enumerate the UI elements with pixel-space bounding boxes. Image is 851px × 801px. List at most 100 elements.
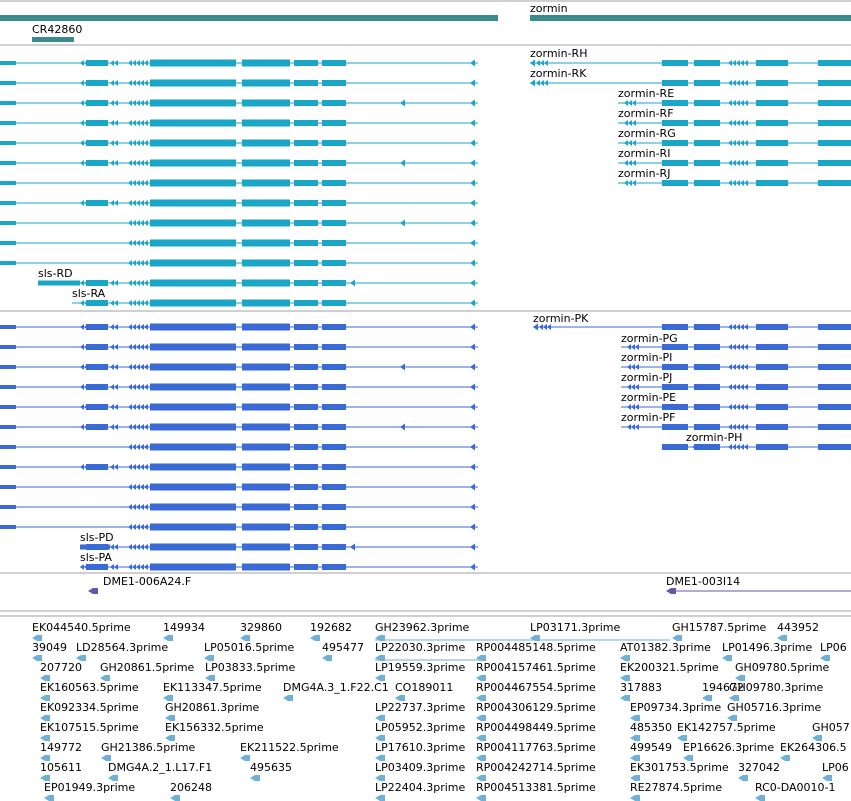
est-alignment-marker[interactable] (165, 735, 175, 741)
protein-label-zormin-pi[interactable]: zormin-PI (621, 351, 672, 364)
gene-model[interactable] (0, 219, 478, 227)
sls-gene-bar[interactable] (0, 15, 498, 21)
est-alignment-marker[interactable] (375, 715, 385, 721)
est-alignment-marker[interactable] (677, 735, 687, 741)
gene-model[interactable] (0, 119, 478, 127)
gene-model[interactable] (72, 299, 478, 307)
est-label[interactable]: LP19559.3prime (375, 661, 466, 674)
est-alignment-marker[interactable] (100, 675, 110, 681)
est-alignment-marker[interactable] (672, 635, 682, 641)
gene-model[interactable] (0, 59, 478, 67)
protein-label-sls-pd[interactable]: sls-PD (80, 531, 114, 544)
est-alignment-marker[interactable] (375, 735, 385, 741)
est-label[interactable]: EP09734.3prime (630, 701, 721, 714)
est-label[interactable]: DMG4A.3_1.F22.C1 (283, 681, 389, 694)
gene-model[interactable] (618, 160, 851, 166)
est-alignment-marker[interactable] (620, 675, 630, 681)
est-alignment-marker[interactable] (620, 695, 630, 701)
est-alignment-marker[interactable] (780, 755, 790, 761)
est-alignment-marker[interactable] (476, 775, 486, 781)
protein-label-zormin-pf[interactable]: zormin-PF (621, 411, 676, 424)
transcript-label-zormin-ri[interactable]: zormin-RI (618, 147, 670, 160)
protein-label-zormin-pg[interactable]: zormin-PG (621, 332, 678, 345)
gene-model[interactable] (0, 259, 478, 267)
est-alignment-marker[interactable] (44, 795, 54, 801)
est-label[interactable]: LP22030.3prime (375, 641, 466, 654)
gene-model[interactable] (0, 239, 478, 247)
est-label[interactable]: 149772 (40, 741, 82, 754)
transcript-label-zormin-rk[interactable]: zormin-RK (530, 67, 587, 80)
est-label[interactable]: 207720 (40, 661, 82, 674)
est-label[interactable]: RP004485148.5prime (476, 641, 596, 654)
est-label[interactable]: EK200321.5prime (620, 661, 719, 674)
est-alignment-marker[interactable] (310, 635, 320, 641)
gene-model[interactable] (0, 463, 478, 471)
zormin-gene-label[interactable]: zormin (530, 2, 568, 15)
est-label[interactable]: 192682 (310, 621, 352, 634)
est-label[interactable]: LP22404.3prime (375, 781, 466, 794)
gene-model[interactable] (80, 543, 478, 551)
protein-label-zormin-ph[interactable]: zormin-PH (686, 431, 742, 444)
gene-model[interactable] (533, 323, 851, 331)
est-label[interactable]: EP01949.3prime (44, 781, 135, 794)
est-label[interactable]: GH21386.5prime (101, 741, 196, 754)
est-alignment-marker[interactable] (476, 715, 486, 721)
protein-label-zormin-pj[interactable]: zormin-PJ (621, 371, 672, 384)
gene-model[interactable] (618, 180, 851, 186)
est-alignment-marker[interactable] (40, 675, 50, 681)
est-label[interactable]: RP004513381.5prime (476, 781, 596, 794)
est-alignment-marker[interactable] (40, 755, 50, 761)
gene-model[interactable] (621, 384, 851, 390)
est-alignment-marker[interactable] (735, 675, 745, 681)
est-alignment-marker[interactable] (738, 775, 748, 781)
est-label[interactable]: EK142757.5prime (677, 721, 776, 734)
gene-model[interactable] (618, 120, 851, 126)
est-label[interactable]: GH05716.3prime (727, 701, 822, 714)
gene-model[interactable] (38, 279, 478, 287)
est-alignment-marker[interactable] (375, 755, 385, 761)
est-alignment-marker[interactable] (240, 755, 250, 761)
gene-model[interactable] (621, 404, 851, 410)
est-label[interactable]: LP03833.5prime (205, 661, 296, 674)
est-alignment-marker[interactable] (476, 735, 486, 741)
est-alignment-marker[interactable] (205, 675, 215, 681)
est-label[interactable]: RP004498449.5prime (476, 721, 596, 734)
est-label[interactable]: LP03171.3prime (530, 621, 621, 634)
gene-model[interactable] (0, 79, 478, 87)
est-label[interactable]: CO189011 (395, 681, 453, 694)
est-alignment-marker[interactable] (476, 695, 486, 701)
est-label[interactable]: 105611 (40, 761, 82, 774)
est-alignment-marker[interactable] (101, 755, 111, 761)
gene-model[interactable] (530, 59, 851, 67)
est-label[interactable]: LD28564.3prime (76, 641, 168, 654)
transcript-label-zormin-re[interactable]: zormin-RE (618, 87, 674, 100)
transcript-label-sls-rd[interactable]: sls-RD (38, 267, 73, 280)
gene-model[interactable] (621, 424, 851, 430)
est-alignment-marker[interactable] (476, 675, 486, 681)
est-alignment-marker[interactable] (375, 795, 385, 801)
est-label[interactable]: 327042 (738, 761, 780, 774)
est-label[interactable]: RP004242714.5prime (476, 761, 596, 774)
est-label[interactable]: EK301753.5prime (630, 761, 729, 774)
transcript-label-zormin-rh[interactable]: zormin-RH (530, 47, 587, 60)
est-label[interactable]: GH20861.3prime (165, 701, 260, 714)
est-alignment-marker[interactable] (630, 715, 640, 721)
est-alignment-marker[interactable] (630, 735, 640, 741)
est-alignment-marker[interactable] (722, 655, 732, 661)
gene-model[interactable] (0, 343, 478, 351)
est-label[interactable]: EK092334.5prime (40, 701, 139, 714)
transcript-label-sls-ra[interactable]: sls-RA (72, 287, 106, 300)
est-alignment-marker[interactable] (683, 755, 693, 761)
est-label[interactable]: 495477 (322, 641, 364, 654)
gene-model[interactable] (0, 139, 478, 147)
est-label[interactable]: LP22737.3prime (375, 701, 466, 714)
est-label[interactable]: 329860 (240, 621, 282, 634)
est-alignment-marker[interactable] (32, 635, 42, 641)
clone-marker[interactable] (88, 588, 98, 594)
est-label[interactable]: 39049 (32, 641, 67, 654)
gene-model[interactable] (618, 100, 851, 106)
est-label[interactable]: 495635 (250, 761, 292, 774)
est-label[interactable]: RE27874.5prime (630, 781, 722, 794)
est-alignment-marker[interactable] (375, 775, 385, 781)
protein-label-zormin-pe[interactable]: zormin-PE (621, 391, 676, 404)
